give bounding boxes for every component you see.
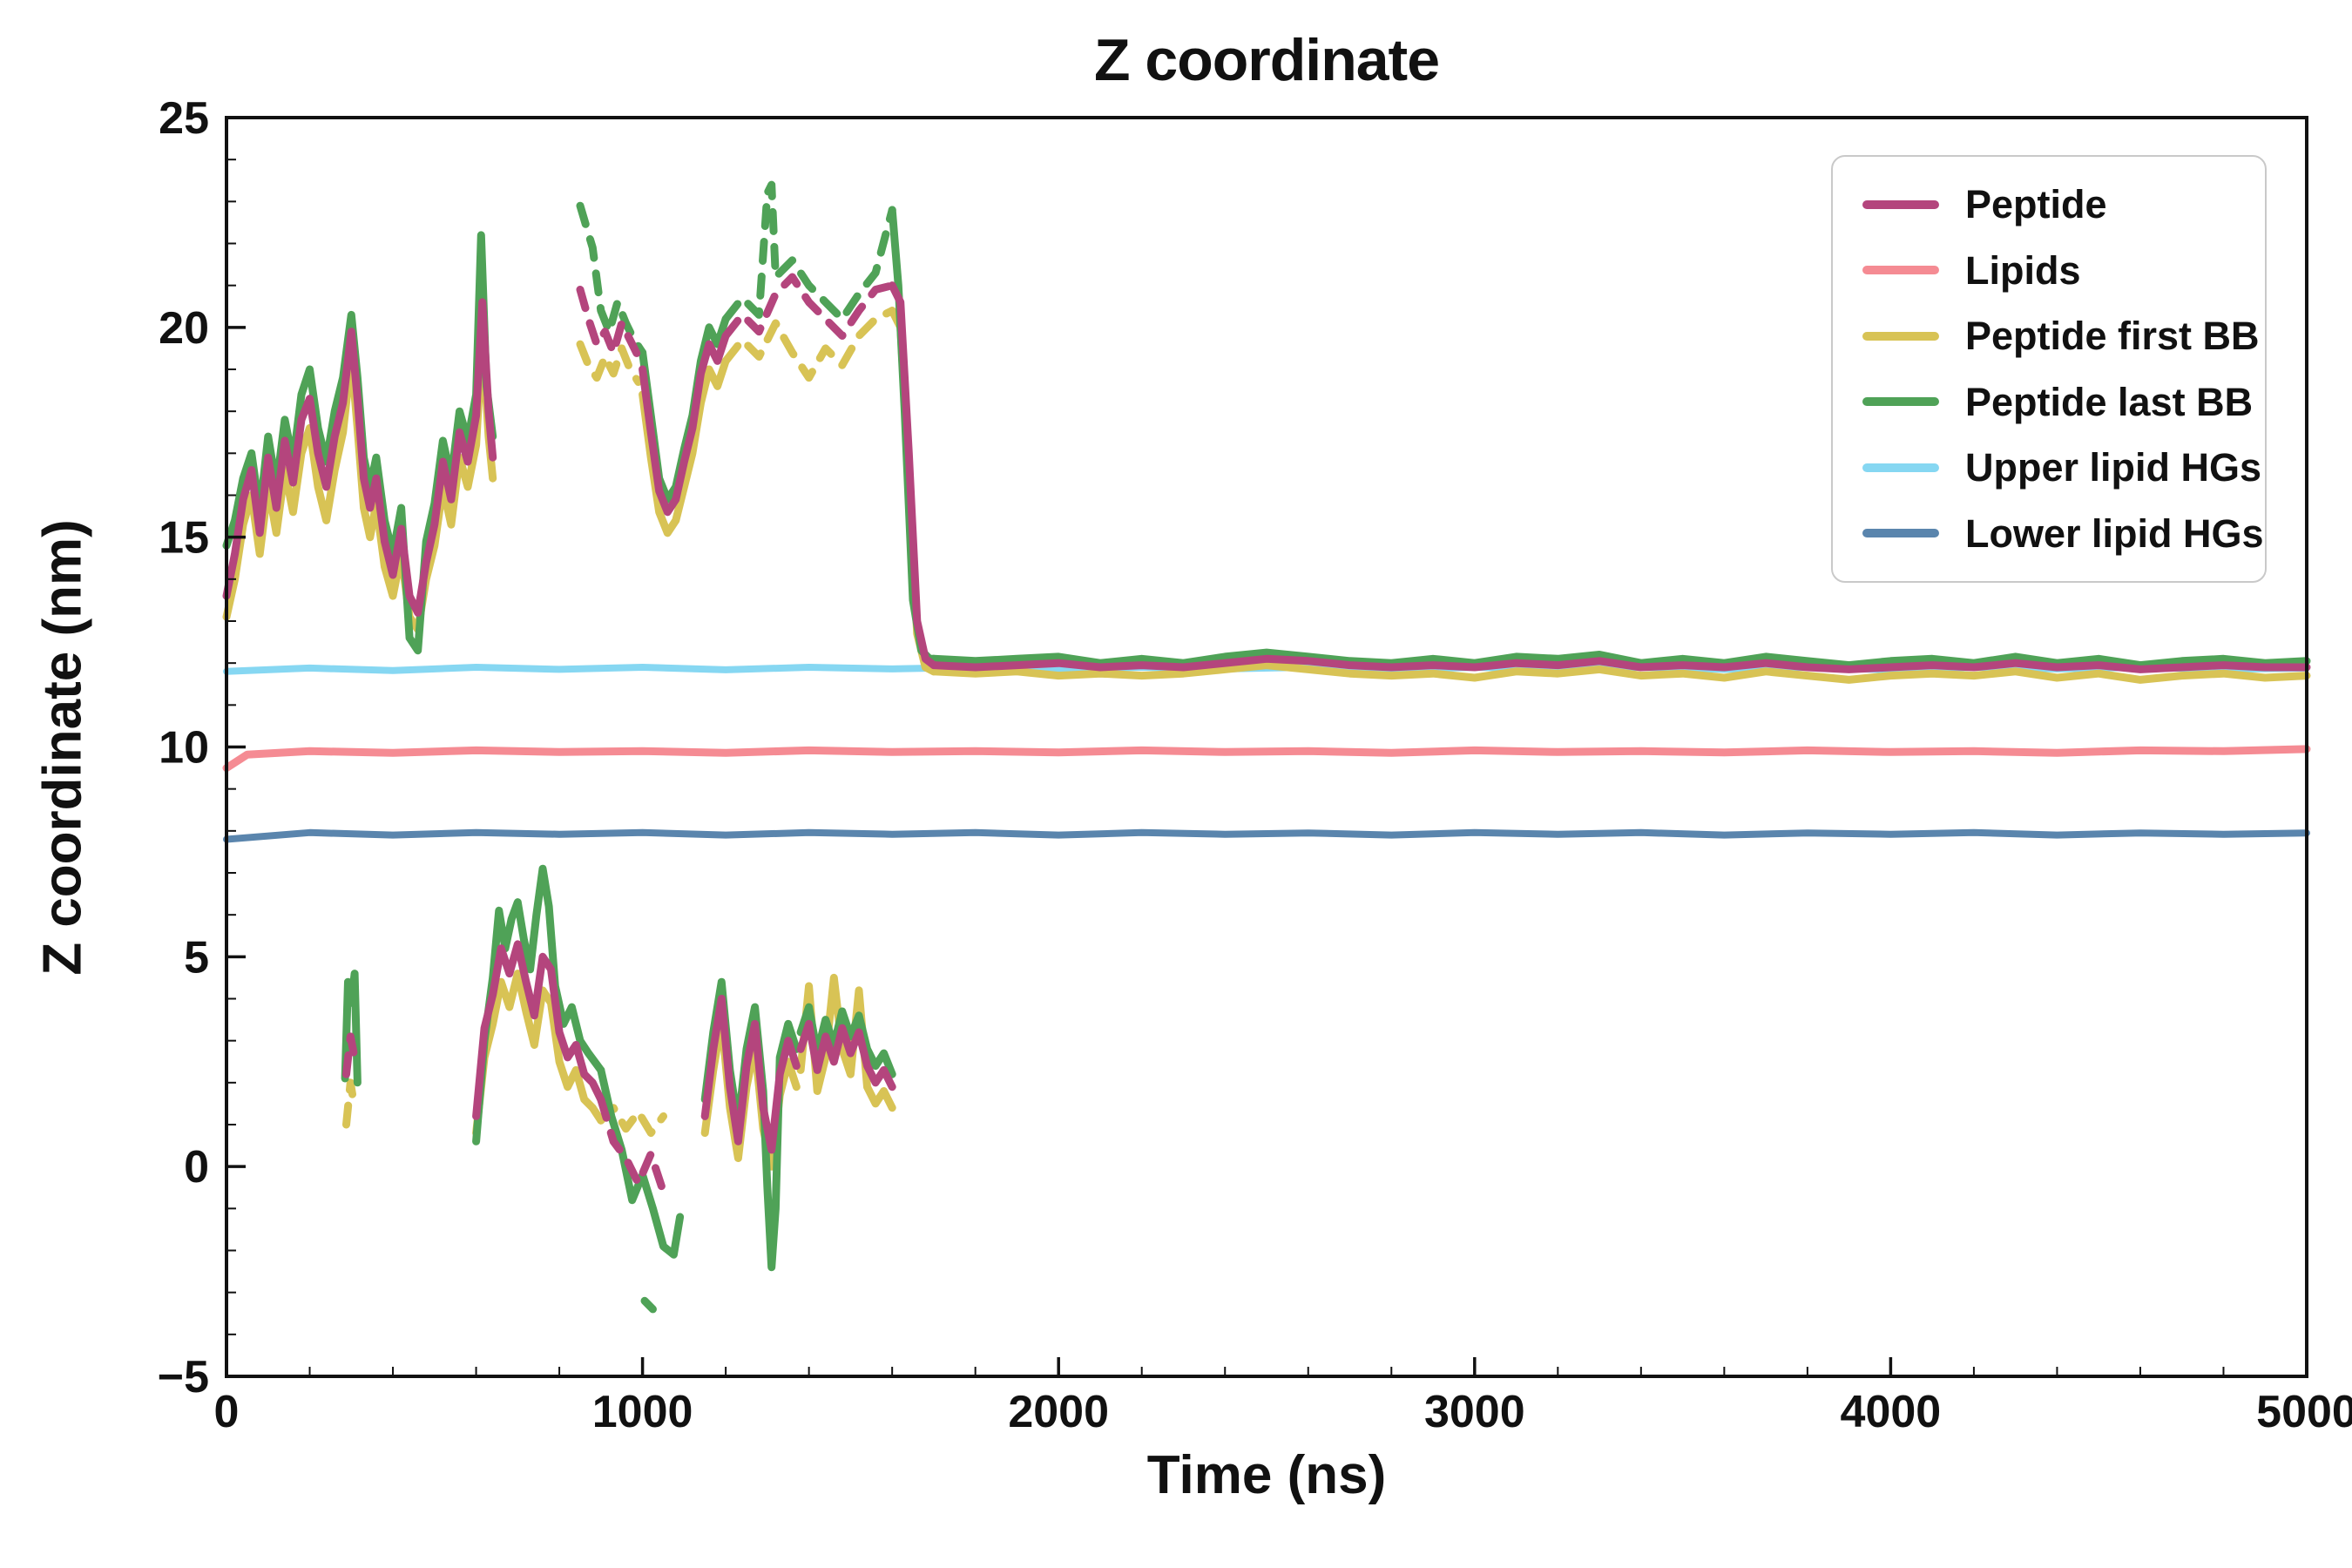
x-tick-label: 2000 — [1008, 1387, 1109, 1437]
series-lipids — [222, 745, 2311, 773]
legend-entry-upper-lipid-hgs: Upper lipid HGs — [1862, 446, 2261, 490]
x-tick-label: 1000 — [592, 1387, 693, 1437]
legend-swatch-icon — [1862, 199, 1939, 209]
series-peptide — [888, 281, 938, 670]
y-tick-label: 15 — [159, 513, 209, 564]
series-peptide-first-bb — [721, 307, 896, 382]
legend-swatch-icon — [1862, 529, 1939, 538]
legend-entry-peptide-first-bb: Peptide first BB — [1862, 314, 2260, 358]
x-tick-label: 3000 — [1424, 1387, 1525, 1437]
series-peptide — [929, 654, 2311, 673]
y-tick-label: 10 — [159, 723, 209, 774]
series-peptide — [597, 1095, 667, 1196]
series-peptide — [472, 940, 605, 1120]
series-peptide-first-bb — [929, 661, 2311, 684]
series-peptide — [721, 273, 896, 340]
legend-swatch-icon — [1862, 463, 1939, 472]
x-tick-label: 5000 — [2256, 1387, 2352, 1437]
series-peptide-first-bb — [342, 1078, 359, 1129]
x-axis-label: Time (ns) — [1146, 1445, 1387, 1505]
legend-entry-lipids: Lipids — [1862, 247, 2235, 293]
legend-entry-peptide-last-bb: Peptide last BB — [1862, 380, 2253, 424]
plot-frame — [225, 116, 2308, 1378]
legend-label: Upper lipid HGs — [1965, 445, 2262, 490]
series-peptide — [639, 332, 730, 517]
y-tick-label: 0 — [184, 1142, 209, 1193]
y-tick-label: 5 — [184, 932, 209, 983]
series-peptide-last-bb — [472, 864, 605, 1146]
legend-entry-peptide: Peptide — [1862, 183, 2235, 226]
series-peptide — [576, 286, 643, 361]
series-lower-lipid-hgs — [223, 828, 2310, 843]
series-peptide — [222, 298, 497, 617]
y-tick-label: 20 — [159, 303, 209, 354]
legend-swatch-icon — [1862, 397, 1939, 407]
series-peptide-first-bb — [576, 340, 643, 386]
chart-title: Z coordinate — [1093, 27, 1440, 93]
legend-label: Lipids — [1965, 247, 2081, 293]
legend-entry-lower-lipid-hgs: Lower lipid HGs — [1862, 511, 2264, 556]
x-tick-label: 4000 — [1841, 1387, 1942, 1437]
series-peptide-last-bb — [640, 1296, 657, 1314]
legend-label: Lower lipid HGs — [1965, 510, 2264, 556]
series-peptide-first-bb — [472, 970, 605, 1138]
series-peptide-last-bb — [929, 648, 2311, 670]
legend-label: Peptide first BB — [1965, 314, 2260, 358]
series-peptide — [796, 1019, 896, 1092]
y-tick-label: 25 — [159, 93, 209, 144]
x-tick-label: 0 — [214, 1387, 240, 1437]
legend: Peptide Lipids Peptide first BB Peptide las… — [1831, 155, 2267, 583]
series-peptide — [700, 995, 801, 1154]
legend-swatch-icon — [1862, 331, 1939, 341]
series-peptide-last-bb — [597, 1065, 685, 1259]
legend-label: Peptide last BB — [1965, 379, 2254, 424]
y-tick-label: −5 — [158, 1352, 209, 1402]
legend-label: Peptide — [1965, 182, 2107, 226]
series-peptide-first-bb — [222, 332, 497, 634]
series-peptide — [342, 1032, 359, 1078]
series-peptide-last-bb — [341, 970, 362, 1087]
legend-swatch-icon — [1862, 266, 1939, 275]
series-peptide-last-bb — [721, 180, 896, 323]
